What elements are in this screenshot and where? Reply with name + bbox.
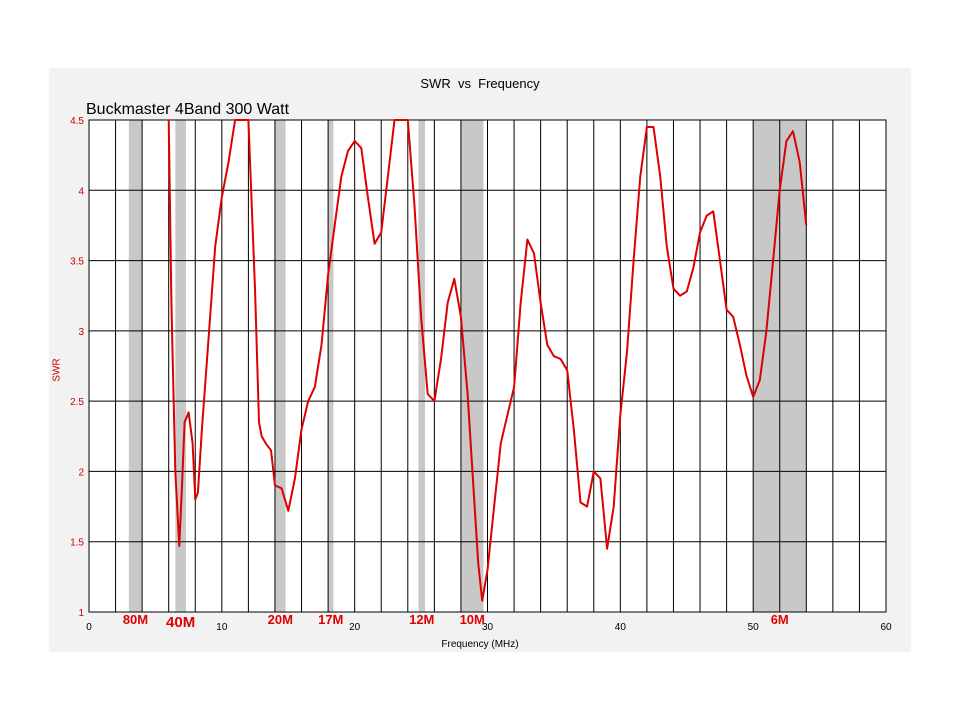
band-shade-12m [418,120,426,612]
x-tick-label: 40 [615,622,627,633]
chart-subtitle: Buckmaster 4Band 300 Watt [86,101,290,118]
x-tick-label: 30 [482,622,494,633]
y-tick-label: 4 [78,186,84,197]
band-label-20m: 20M [268,612,293,627]
y-tick-label: 1.5 [70,538,84,549]
tick-labels-group: 1 1.5 2 2.5 3 3.5 4 4.5 0 10 20 30 40 50 60 [70,116,892,633]
band-shade-20m [274,120,286,612]
x-tick-label: 60 [880,622,892,633]
x-tick-label: 10 [216,622,228,633]
y-tick-label: 1 [78,608,84,619]
y-tick-label: 2.5 [70,397,84,408]
swr-curve [167,119,808,602]
band-shade-17m [328,120,334,612]
band-shade-80m [128,120,143,612]
y-tick-label: 4.5 [70,116,84,127]
band-label-10m: 10M [460,612,485,627]
y-tick-label: 2 [78,467,84,478]
y-tick-label: 3 [78,327,84,338]
band-label-17m: 17M [318,612,343,627]
swr-curve-group [167,119,808,602]
band-shade-40m [175,120,186,612]
x-tick-label: 50 [748,622,760,633]
chart-title: SWR vs Frequency [420,76,540,91]
x-axis-label: Frequency (MHz) [441,639,519,650]
x-tick-label: 20 [349,622,361,633]
band-label-6m: 6M [771,612,789,627]
grid-group [88,119,887,613]
band-labels-group: 80M 40M 20M 17M 12M 10M 6M [123,612,789,631]
x-tick-label: 0 [86,622,92,633]
band-label-12m: 12M [409,612,434,627]
y-tick-label: 3.5 [70,257,84,268]
plot-frame [88,119,887,613]
band-label-80m: 80M [123,612,148,627]
band-shade-10m [460,120,484,612]
band-label-40m: 40M [166,614,195,631]
